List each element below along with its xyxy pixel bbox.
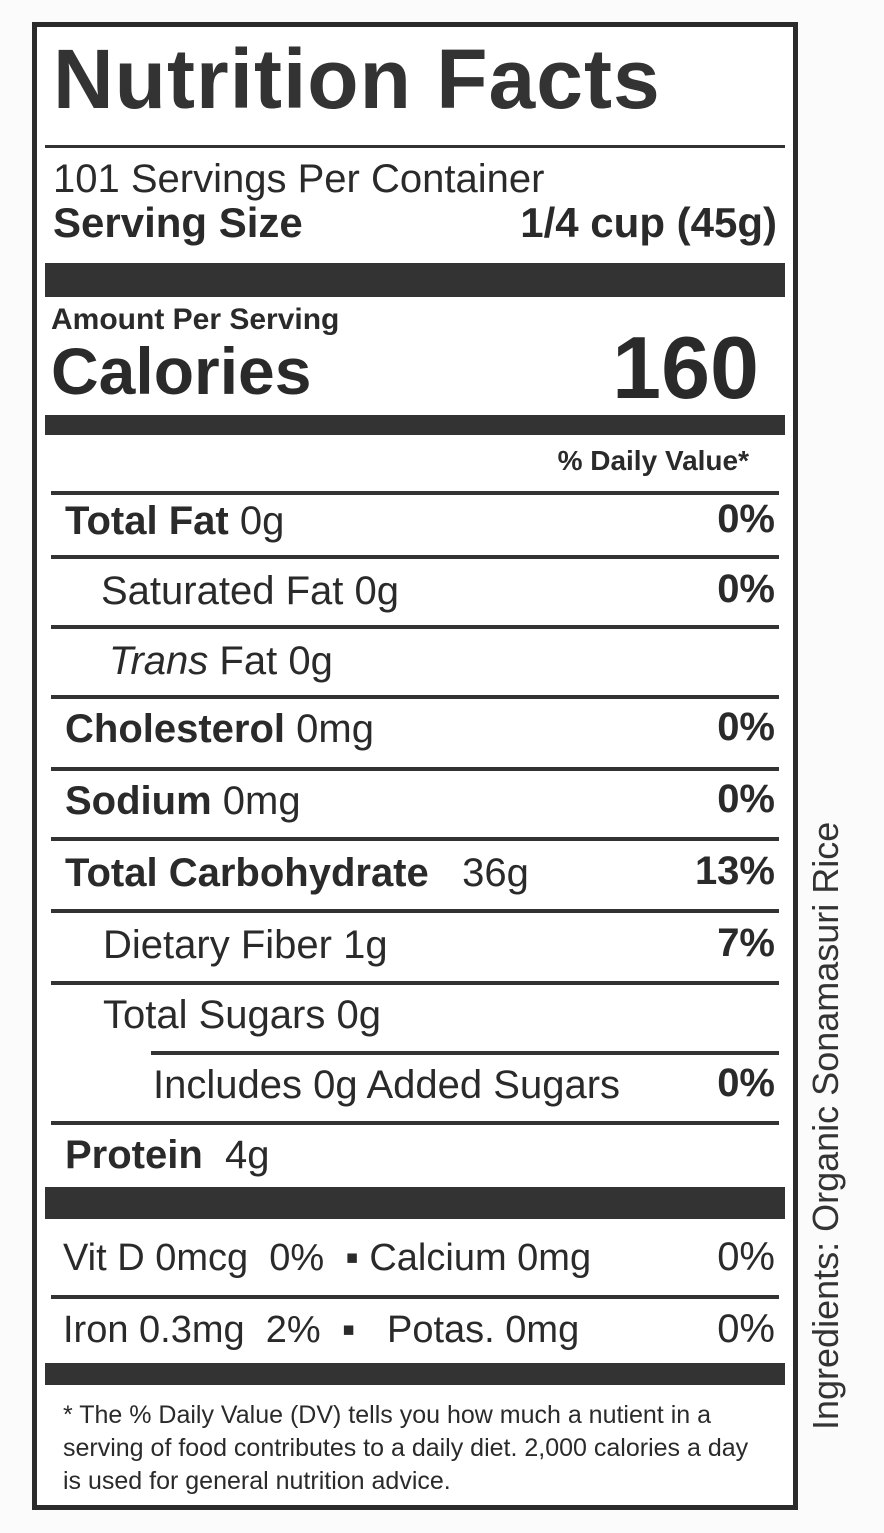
calories-label: Calories [51, 334, 312, 408]
vitamin-row: Iron 0.3mg 2% ▪ Potas. 0mg 0% [63, 1307, 775, 1351]
thick-divider [45, 1187, 785, 1219]
nutrient-row-sodium: Sodium 0mg 0% [37, 777, 793, 823]
divider [151, 1051, 779, 1055]
serving-size-value: 1/4 cup (45g) [520, 199, 777, 246]
nutrient-name: Total Carbohydrate [65, 851, 429, 895]
nutrient-name: Sodium [65, 779, 212, 823]
divider [51, 981, 779, 985]
nutrient-amount: 0mg [296, 707, 374, 751]
nutrient-dv: 0% [717, 705, 775, 749]
nutrient-amount: 0g [336, 993, 381, 1037]
servings-per-container: 101 Servings Per Container [53, 157, 545, 201]
divider [51, 837, 779, 841]
divider [51, 491, 779, 495]
nutrient-amount: 1g [343, 923, 388, 967]
thick-divider [45, 415, 785, 435]
divider [51, 767, 779, 771]
nutrient-amount: 0g [354, 569, 400, 613]
nutrient-name: Protein [65, 1133, 203, 1177]
nutrient-dv: 0% [717, 567, 775, 611]
divider [51, 555, 779, 559]
label-title: Nutrition Facts [53, 32, 661, 126]
nutrient-amount: 4g [225, 1133, 270, 1177]
divider [51, 625, 779, 629]
nutrient-row-total-carbohydrate: Total Carbohydrate 36g 13% [37, 849, 793, 895]
nutrient-name: Total Sugars [103, 993, 326, 1037]
nutrient-amount: 0g [239, 499, 285, 543]
serving-size-label: Serving Size [53, 199, 303, 246]
nutrient-name: Trans [109, 639, 209, 683]
divider [51, 1295, 779, 1299]
nutrient-amount: 0g [288, 639, 333, 683]
nutrient-row-protein: Protein 4g [37, 1133, 793, 1177]
nutrient-name: Total Fat [65, 499, 229, 543]
footnote: * The % Daily Value (DV) tells you how m… [63, 1401, 749, 1495]
nutrient-amount: 36g [462, 851, 529, 895]
nutrient-row-total-sugars: Total Sugars 0g [37, 993, 793, 1037]
divider [45, 145, 785, 148]
nutrient-row-total-fat: Total Fat 0g 0% [37, 497, 793, 543]
nutrient-name: Cholesterol [65, 707, 286, 751]
thick-divider [45, 1363, 785, 1385]
nutrient-dv: 0% [717, 777, 775, 821]
nutrient-dv: 0% [717, 1061, 775, 1105]
ingredients: Ingredients: Organic Sonamasuri Rice [805, 821, 846, 1430]
nutrient-name: Saturated Fat [101, 569, 344, 613]
divider [51, 1121, 779, 1125]
nutrient-dv: 0% [717, 497, 775, 541]
daily-value-header: % Daily Value* [557, 445, 749, 476]
vitamin-row: Vit D 0mcg 0% ▪ Calcium 0mg 0% [63, 1235, 775, 1279]
nutrient-amount: 0mg [222, 779, 301, 823]
divider [51, 909, 779, 913]
nutrient-dv: 13% [694, 849, 775, 893]
nutrient-row-dietary-fiber: Dietary Fiber 1g 7% [37, 921, 793, 967]
nutrient-row-added-sugars: Includes 0g Added Sugars 0% [153, 1061, 775, 1107]
nutrient-row-cholesterol: Cholesterol 0mg 0% [37, 705, 793, 751]
amount-per-serving: Amount Per Serving [51, 303, 340, 336]
nutrient-row-trans-fat: Trans Fat 0g [109, 639, 333, 683]
calories-value: 160 [612, 318, 759, 417]
nutrient-row-saturated-fat: Saturated Fat 0g 0% [37, 567, 793, 613]
nutrition-facts-label: Nutrition Facts 101 Servings Per Contain… [32, 22, 798, 1510]
nutrient-name: Dietary Fiber [103, 923, 332, 967]
divider [51, 695, 779, 699]
thick-divider [45, 263, 785, 297]
nutrient-dv: 7% [717, 921, 775, 965]
